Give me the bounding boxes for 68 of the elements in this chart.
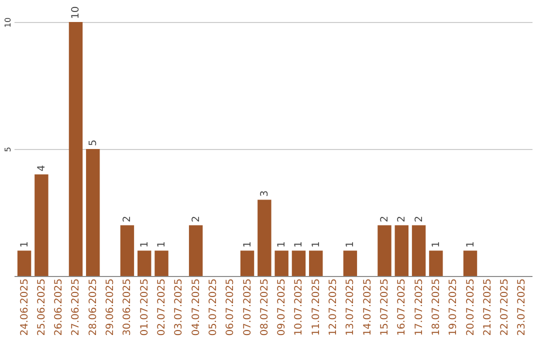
bar [68, 22, 83, 276]
bar [154, 250, 168, 276]
bar [463, 250, 478, 276]
x-tick-label: 05.07.2025 [208, 278, 219, 336]
data-label: 2 [379, 216, 390, 222]
data-label: 1 [242, 241, 254, 248]
bar [258, 200, 272, 276]
bar [86, 149, 100, 276]
data-label: 1 [465, 241, 476, 248]
x-tick-label: 15.07.2025 [379, 278, 390, 336]
x-tick-label: 18.07.2025 [430, 278, 442, 336]
data-label: 1 [276, 241, 288, 248]
data-label: 1 [156, 241, 168, 248]
data-label: 1 [310, 241, 322, 248]
data-label: 2 [190, 216, 202, 222]
data-label: 3 [259, 190, 270, 197]
data-label: 1 [430, 241, 442, 248]
x-tick-label: 29.06.2025 [105, 278, 116, 336]
data-label: 4 [36, 165, 48, 172]
bar [17, 250, 32, 276]
x-tick-label: 26.06.2025 [54, 278, 65, 336]
x-tick-label: 01.07.2025 [139, 278, 150, 336]
x-tick-label: 28.06.2025 [88, 278, 99, 336]
x-tick-label: 07.07.2025 [242, 278, 254, 336]
x-tick-label: 20.07.2025 [465, 278, 476, 336]
data-label: 1 [345, 241, 356, 248]
x-tick-label: 06.07.2025 [225, 278, 236, 336]
x-tick-label: 16.07.2025 [396, 278, 408, 336]
x-tick-label: 11.07.2025 [310, 278, 322, 336]
bar [309, 250, 323, 276]
bar [120, 225, 134, 276]
data-label: 2 [396, 216, 408, 222]
x-tick-label: 03.07.2025 [174, 278, 185, 336]
bar [394, 225, 409, 276]
data-label: 5 [88, 140, 99, 146]
x-tick-label: 22.07.2025 [500, 278, 511, 336]
data-label: 1 [19, 241, 30, 248]
x-tick-label: 09.07.2025 [276, 278, 288, 336]
bar [429, 250, 443, 276]
x-tick-label: 27.06.2025 [70, 278, 82, 336]
bar [240, 250, 254, 276]
bar [274, 250, 288, 276]
x-tick-label: 08.07.2025 [259, 278, 270, 336]
bar [412, 225, 426, 276]
x-tick-label: 14.07.2025 [362, 278, 374, 336]
bar [292, 250, 306, 276]
x-tick-label: 19.07.2025 [448, 278, 460, 336]
x-tick-label: 30.06.2025 [122, 278, 134, 336]
bar [343, 250, 358, 276]
data-label: 2 [414, 216, 425, 222]
bar [34, 174, 48, 276]
data-label: 1 [139, 241, 150, 248]
x-tick-label: 10.07.2025 [294, 278, 305, 336]
x-tick-label: 04.07.2025 [190, 278, 202, 336]
x-tick-label: 12.07.2025 [328, 278, 340, 336]
x-tick-label: 25.06.2025 [36, 278, 48, 336]
x-tick-label: 21.07.2025 [482, 278, 494, 336]
data-label: 2 [122, 216, 134, 222]
x-tick-label: 13.07.2025 [345, 278, 356, 336]
data-label: 1 [294, 241, 305, 248]
x-tick-label: 17.07.2025 [414, 278, 425, 336]
data-label: 10 [70, 6, 82, 19]
x-tick-label: 24.06.2025 [19, 278, 30, 336]
bar [378, 225, 392, 276]
bar [137, 250, 152, 276]
x-tick-label: 23.07.2025 [516, 278, 528, 336]
x-tick-label: 02.07.2025 [156, 278, 168, 336]
bar [188, 225, 203, 276]
